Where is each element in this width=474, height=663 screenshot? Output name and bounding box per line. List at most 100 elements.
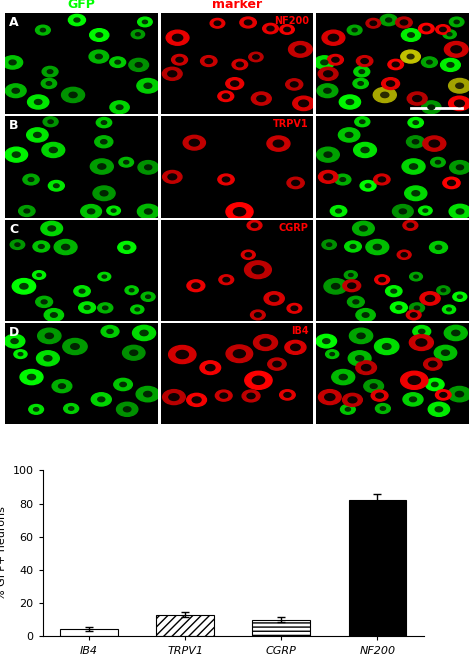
Circle shape [114,379,132,391]
Circle shape [343,280,361,292]
Circle shape [449,17,464,27]
Circle shape [254,335,277,351]
Circle shape [319,170,338,183]
Circle shape [385,286,402,296]
Circle shape [449,204,471,219]
Circle shape [41,300,47,304]
Bar [60,629,118,636]
Circle shape [321,60,328,65]
Circle shape [376,393,383,398]
Circle shape [381,92,389,97]
Circle shape [10,240,25,249]
Circle shape [414,275,418,278]
Circle shape [407,136,425,148]
Circle shape [349,328,373,343]
Circle shape [421,57,438,68]
Circle shape [366,239,389,255]
Circle shape [118,241,136,253]
Circle shape [189,139,200,146]
Circle shape [130,350,137,355]
Circle shape [215,390,232,401]
Circle shape [353,221,374,235]
Circle shape [365,184,371,188]
Circle shape [42,66,58,77]
Circle shape [338,128,360,142]
Circle shape [456,391,464,396]
Circle shape [452,330,460,335]
Circle shape [366,19,381,28]
Circle shape [454,21,459,24]
Circle shape [361,58,368,64]
Circle shape [441,288,446,292]
Circle shape [387,81,395,86]
Circle shape [36,25,50,35]
Bar [156,615,214,636]
Circle shape [434,345,456,360]
Circle shape [163,67,182,80]
Circle shape [129,288,134,292]
Circle shape [442,350,449,355]
Circle shape [137,17,152,27]
Circle shape [218,174,234,185]
Circle shape [135,62,142,67]
Circle shape [163,390,185,404]
Circle shape [41,78,56,88]
Circle shape [340,178,346,182]
Circle shape [375,274,390,284]
Circle shape [339,95,361,109]
Circle shape [133,326,155,341]
Circle shape [356,361,376,375]
Circle shape [444,326,467,341]
Circle shape [419,23,434,34]
Circle shape [403,392,423,406]
Circle shape [96,32,102,37]
Circle shape [352,29,357,32]
Circle shape [98,272,111,281]
Circle shape [354,66,370,77]
Circle shape [284,27,290,32]
Circle shape [251,223,258,227]
Circle shape [324,278,347,294]
Circle shape [48,226,55,231]
Text: IB4: IB4 [291,326,309,335]
Circle shape [2,56,23,69]
Circle shape [125,286,138,294]
Circle shape [144,391,152,396]
Circle shape [163,170,182,183]
Circle shape [380,15,397,26]
Circle shape [436,245,442,249]
Circle shape [253,55,259,59]
Circle shape [292,180,300,186]
Circle shape [5,147,27,162]
Circle shape [374,88,396,103]
Circle shape [360,226,367,231]
Circle shape [44,355,52,361]
Circle shape [423,136,446,151]
Circle shape [140,330,148,335]
Circle shape [388,59,403,70]
Circle shape [69,92,77,97]
Circle shape [131,305,144,314]
Circle shape [200,361,220,375]
Text: marker: marker [212,0,262,11]
Circle shape [135,308,140,311]
Circle shape [322,30,345,45]
Circle shape [336,209,341,213]
Circle shape [9,60,16,65]
Circle shape [318,67,338,80]
Circle shape [218,91,234,101]
Circle shape [137,204,159,219]
Circle shape [457,295,462,298]
Circle shape [374,174,390,185]
Circle shape [115,60,120,64]
Circle shape [192,283,200,288]
Circle shape [317,147,339,162]
Circle shape [429,241,447,253]
Circle shape [43,117,58,127]
Circle shape [356,308,375,322]
Circle shape [172,54,188,65]
Circle shape [28,178,34,182]
Circle shape [403,221,418,230]
Circle shape [27,128,48,142]
Circle shape [360,180,376,191]
